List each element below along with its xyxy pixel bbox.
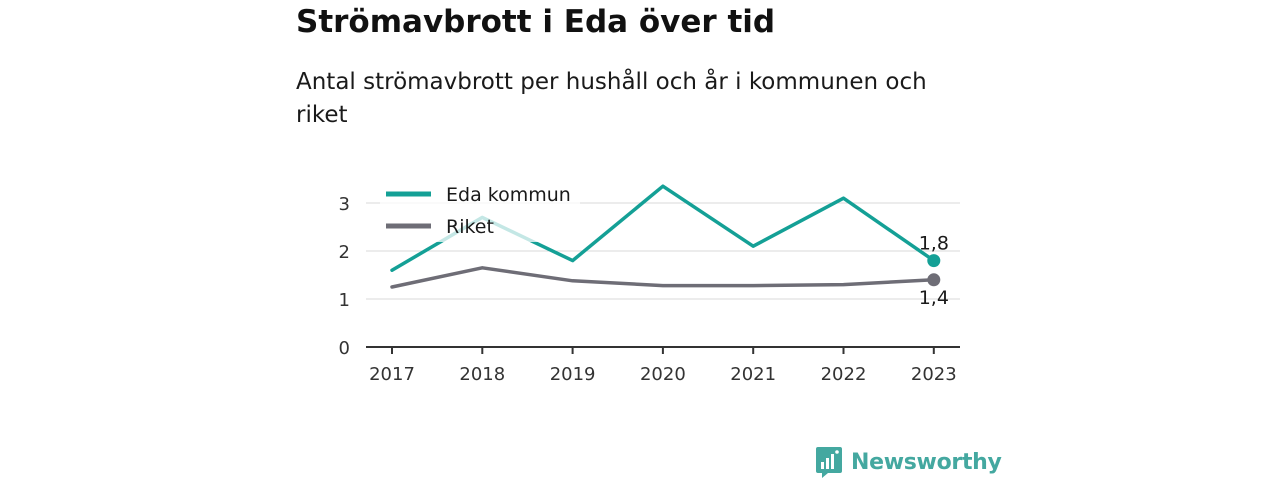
legend: Eda kommun Riket (380, 180, 580, 242)
x-axis: 2017 2018 2019 2020 2021 2022 2023 (369, 347, 957, 385)
x-tick-label: 2019 (550, 364, 596, 385)
legend-label: Eda kommun (446, 184, 571, 206)
chart-subtitle: Antal strömavbrott per hushåll och år i … (296, 69, 927, 128)
end-value-label: 1,8 (919, 233, 949, 255)
x-tick-label: 2020 (640, 364, 686, 385)
data-labels: 1,8 1,4 (919, 233, 949, 309)
brand-name: Newsworthy (851, 449, 1002, 475)
x-tick-label: 2017 (369, 364, 415, 385)
series-line-riket (390, 266, 936, 289)
legend-background (380, 180, 580, 242)
newsworthy-logo-icon (816, 447, 842, 478)
brand-logo: Newsworthy (815, 444, 1002, 480)
y-axis-tick-labels: 0 1 2 3 (339, 194, 350, 359)
chart-title: Strömavbrott i Eda över tid (296, 4, 776, 40)
x-tick-label: 2021 (730, 364, 776, 385)
y-tick-label: 2 (339, 242, 350, 263)
end-point-marker (927, 273, 941, 287)
y-tick-label: 1 (339, 290, 350, 311)
x-tick-label: 2018 (459, 364, 505, 385)
end-point-marker (927, 254, 941, 268)
x-tick-label: 2022 (821, 364, 867, 385)
legend-label: Riket (446, 216, 494, 238)
y-tick-label: 0 (339, 338, 350, 359)
x-tick-label: 2023 (911, 364, 957, 385)
y-tick-label: 3 (339, 194, 350, 215)
line-chart: 0 1 2 3 2017 2018 2019 2020 2021 2022 2023 Eda ko… (338, 180, 960, 385)
end-value-label: 1,4 (919, 287, 949, 309)
